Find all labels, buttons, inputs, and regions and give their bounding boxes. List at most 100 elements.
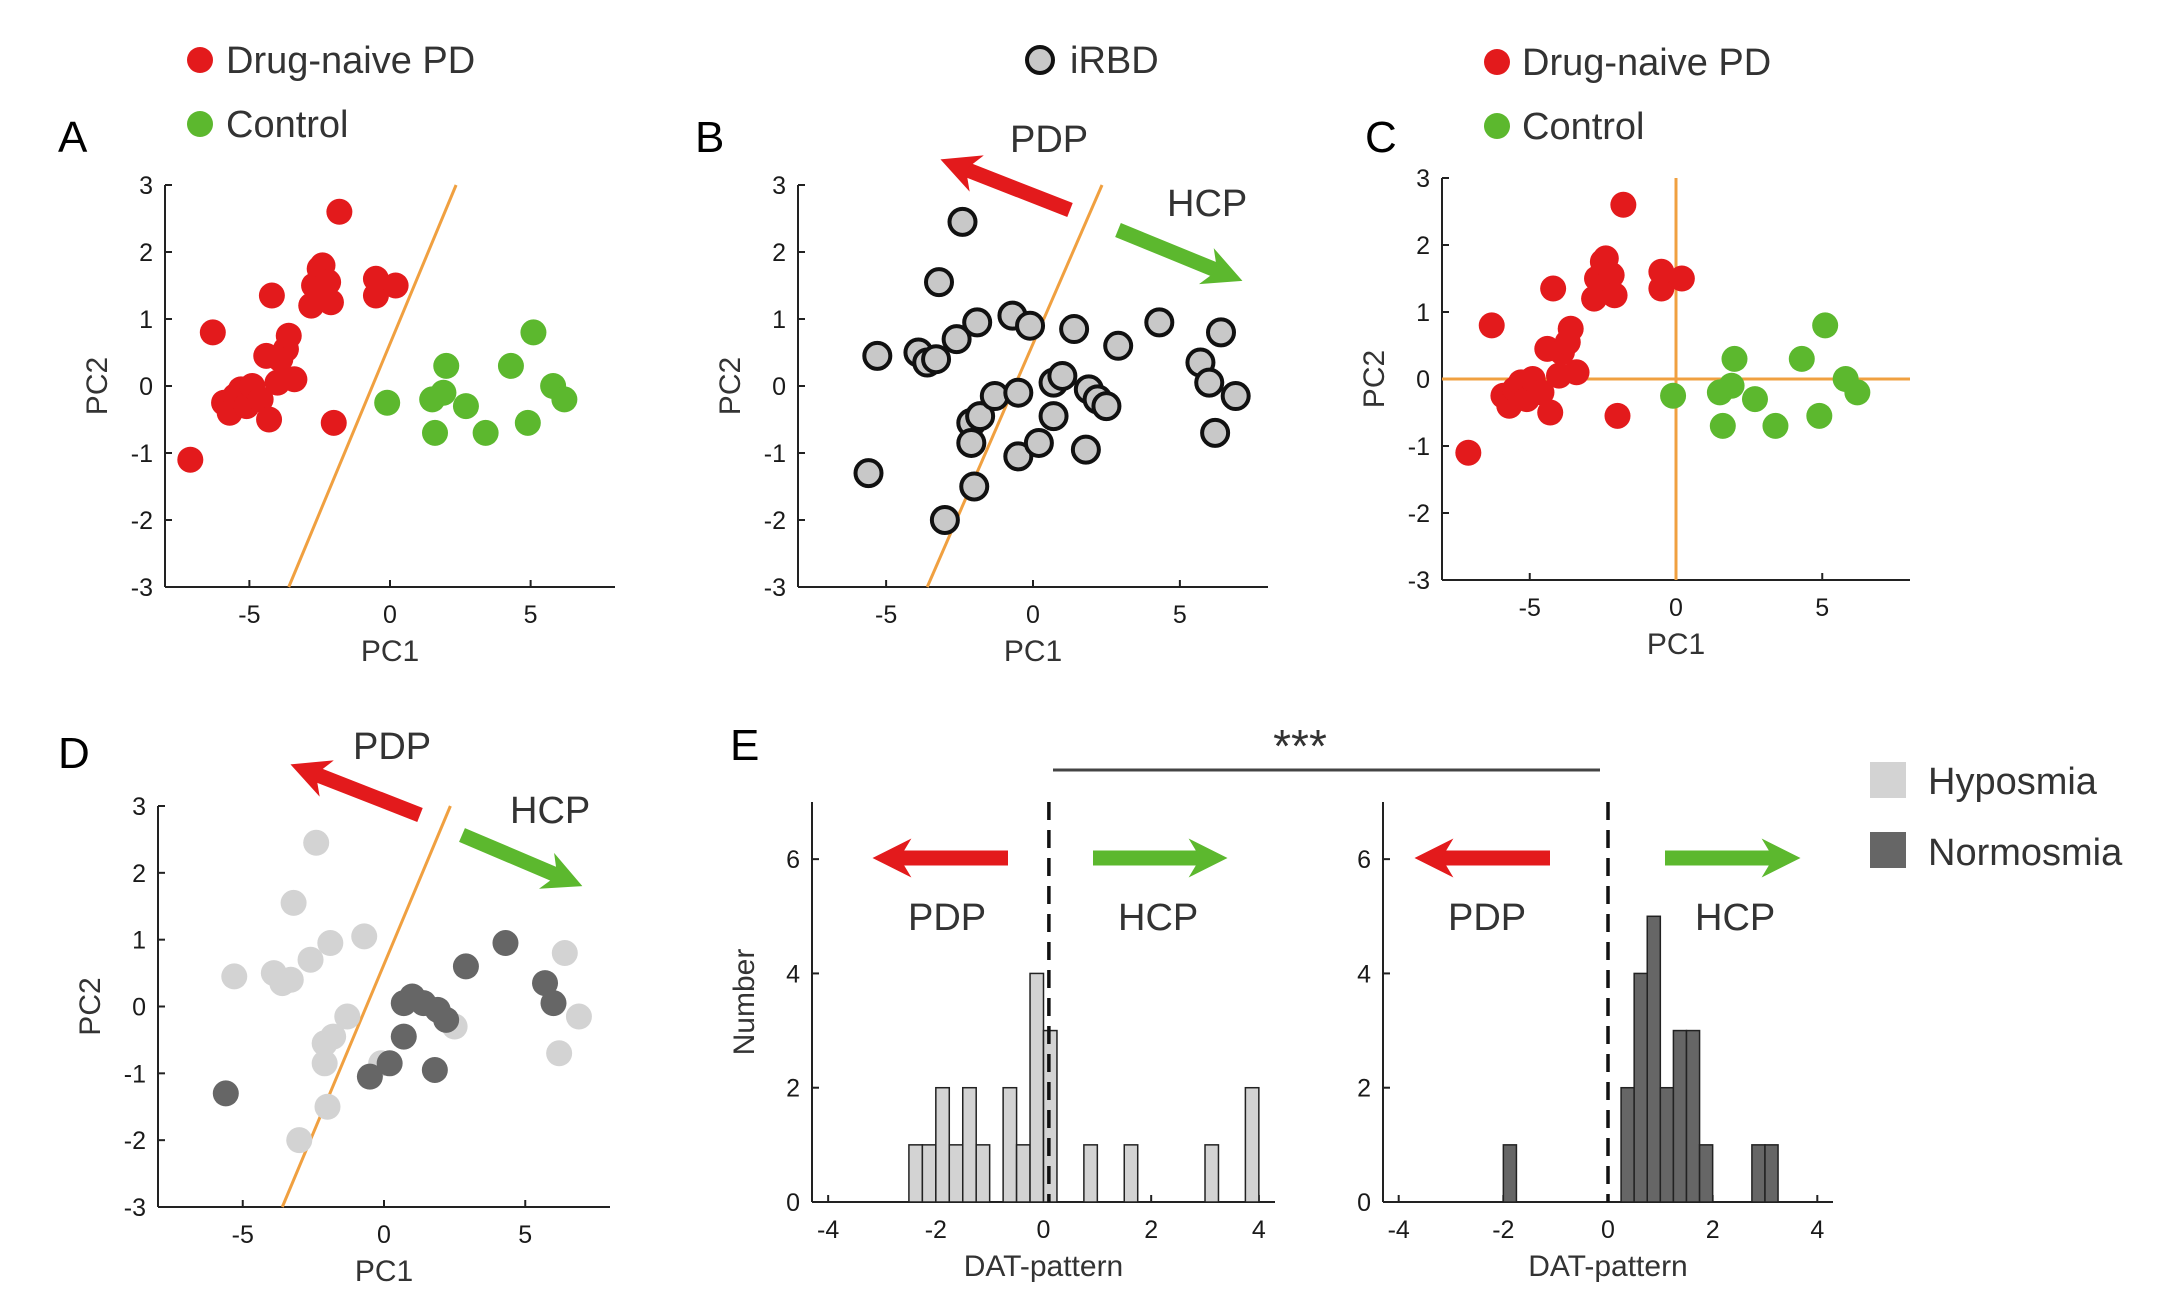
x-tick-label: -2 bbox=[1492, 1216, 1514, 1244]
legend-swatch-pd-2 bbox=[1484, 49, 1510, 75]
y-tick-label: 2 bbox=[1357, 1075, 1371, 1103]
data-point bbox=[947, 206, 978, 237]
histogram-bar bbox=[921, 1144, 937, 1203]
y-tick-label: -2 bbox=[764, 507, 786, 535]
data-point bbox=[177, 446, 204, 473]
data-point bbox=[514, 409, 541, 436]
data-point bbox=[959, 471, 990, 502]
histogram-bar bbox=[975, 1144, 991, 1203]
direction-arrows-e-right: PDP HCP bbox=[1414, 838, 1801, 939]
histogram-normosmia: -4 -2 0 2 4 0 2 4 6 DAT-pattern bbox=[1357, 802, 1833, 1283]
y-tick-label: 0 bbox=[132, 994, 146, 1022]
data-point bbox=[430, 379, 457, 406]
x-tick-label: 0 bbox=[383, 601, 397, 629]
data-point bbox=[1598, 262, 1625, 289]
data-point bbox=[956, 427, 987, 458]
hcp-arrow bbox=[459, 828, 583, 889]
data-point bbox=[551, 940, 578, 967]
pdp-arrow bbox=[290, 760, 423, 822]
data-point bbox=[334, 1003, 361, 1030]
histogram-bar bbox=[1502, 1144, 1518, 1203]
x-tick-label: -5 bbox=[1519, 594, 1541, 622]
y-tick-label: -3 bbox=[764, 574, 786, 602]
y-tick-label: 3 bbox=[1416, 165, 1430, 193]
legend-right: Hyposmia Normosmia bbox=[1870, 761, 2123, 874]
x-tick-label: -2 bbox=[925, 1216, 947, 1244]
x-axis-label: DAT-pattern bbox=[964, 1250, 1124, 1283]
legend-label-normosmia: Normosmia bbox=[1928, 832, 2123, 874]
x-tick-label: 5 bbox=[1815, 594, 1829, 622]
data-point bbox=[314, 1093, 341, 1120]
data-point bbox=[317, 289, 344, 316]
data-point bbox=[281, 366, 308, 393]
data-point bbox=[1200, 417, 1231, 448]
pdp-label: PDP bbox=[1010, 119, 1088, 161]
data-point bbox=[965, 401, 996, 432]
data-point bbox=[376, 1050, 403, 1077]
y-tick-label: 4 bbox=[786, 960, 800, 988]
data-point bbox=[280, 889, 307, 916]
direction-arrows-d: PDP HCP bbox=[290, 726, 590, 889]
data-point bbox=[1581, 285, 1608, 312]
y-tick-label: 2 bbox=[139, 239, 153, 267]
data-point bbox=[1788, 345, 1815, 372]
legend-label-pd: Drug-naive PD bbox=[226, 40, 475, 82]
data-point bbox=[1540, 275, 1567, 302]
pdp-arrow bbox=[940, 155, 1073, 217]
y-tick-label: 0 bbox=[786, 1189, 800, 1217]
histogram-bar bbox=[1646, 915, 1662, 1203]
data-point bbox=[1091, 391, 1122, 422]
legend-swatch-normosmia bbox=[1870, 832, 1906, 868]
legend-top-center: iRBD bbox=[1025, 40, 1159, 82]
y-tick-label: 1 bbox=[132, 927, 146, 955]
data-point bbox=[1668, 265, 1695, 292]
histogram-bar bbox=[1633, 972, 1648, 1203]
data-point bbox=[1455, 439, 1482, 466]
y-tick-label: 3 bbox=[139, 172, 153, 200]
y-tick-label: -1 bbox=[131, 440, 153, 468]
data-point bbox=[929, 505, 960, 535]
y-tick-label: 6 bbox=[1357, 846, 1371, 874]
x-axis-label: PC1 bbox=[1004, 635, 1062, 668]
panel-label-d: D bbox=[58, 729, 90, 778]
x-tick-label: 0 bbox=[1669, 594, 1683, 622]
y-tick-label: 0 bbox=[1357, 1189, 1371, 1217]
data-point bbox=[472, 419, 499, 446]
data-point bbox=[1557, 315, 1584, 342]
significance-bracket: *** bbox=[1053, 720, 1600, 772]
data-point bbox=[941, 324, 972, 355]
y-axis-label: Number bbox=[728, 949, 761, 1056]
histogram-bar bbox=[1672, 1029, 1688, 1203]
significance-stars: *** bbox=[1273, 720, 1327, 772]
legend-label-irbd: iRBD bbox=[1070, 40, 1159, 82]
y-tick-label: 0 bbox=[772, 373, 786, 401]
data-point bbox=[1610, 191, 1637, 218]
x-tick-label: -5 bbox=[238, 601, 260, 629]
data-point bbox=[256, 406, 283, 433]
y-tick-label: -3 bbox=[124, 1194, 146, 1222]
data-point bbox=[221, 963, 248, 990]
y-axis-label: PC2 bbox=[81, 357, 114, 415]
legend-label-control-2: Control bbox=[1522, 106, 1645, 148]
legend-swatch-control-2 bbox=[1484, 113, 1510, 139]
hcp-arrow bbox=[1115, 223, 1243, 285]
x-tick-label: 0 bbox=[377, 1221, 391, 1249]
panel-label-a: A bbox=[58, 113, 88, 162]
x-tick-label: -5 bbox=[875, 601, 897, 629]
data-point bbox=[315, 269, 342, 296]
x-axis-label: PC1 bbox=[1647, 628, 1705, 661]
y-tick-label: 2 bbox=[1416, 232, 1430, 260]
y-tick-label: 0 bbox=[1416, 366, 1430, 394]
histogram-bar bbox=[908, 1144, 924, 1203]
y-tick-label: -1 bbox=[764, 440, 786, 468]
data-point bbox=[1709, 412, 1736, 439]
data-point bbox=[1003, 441, 1034, 472]
data-point bbox=[1023, 427, 1054, 458]
y-tick-label: -3 bbox=[131, 574, 153, 602]
data-point bbox=[433, 352, 460, 379]
histogram-bar bbox=[1083, 1144, 1099, 1203]
x-tick-label: 0 bbox=[1026, 601, 1040, 629]
data-point bbox=[551, 386, 578, 413]
separator-line bbox=[287, 184, 458, 588]
histogram-bar bbox=[1244, 1086, 1260, 1203]
